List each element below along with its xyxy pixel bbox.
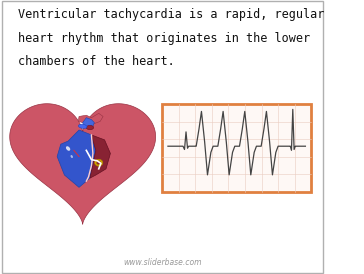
Polygon shape [57,130,96,187]
Ellipse shape [86,125,94,130]
Text: heart rhythm that originates in the lower: heart rhythm that originates in the lowe… [18,32,310,44]
Ellipse shape [71,155,73,158]
Polygon shape [78,113,103,124]
Ellipse shape [78,124,87,129]
Polygon shape [83,118,94,129]
Text: chambers of the heart.: chambers of the heart. [18,55,175,68]
Text: www.sliderbase.com: www.sliderbase.com [123,258,201,267]
Ellipse shape [66,146,70,151]
Polygon shape [10,104,156,224]
Bar [162,104,311,192]
Text: Ventricular tachycardia is a rapid, regular: Ventricular tachycardia is a rapid, regu… [18,8,324,21]
Polygon shape [90,135,110,178]
